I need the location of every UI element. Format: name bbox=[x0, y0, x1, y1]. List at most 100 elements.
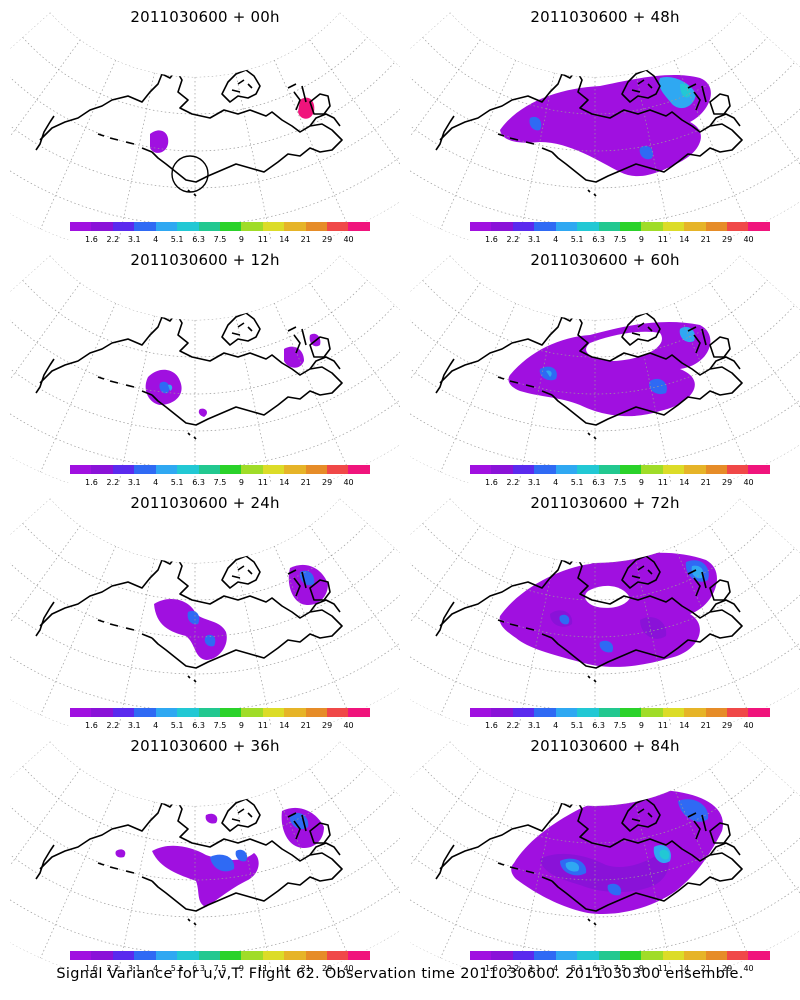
colorbar bbox=[70, 708, 370, 717]
figure-caption: Signal Variance for u,v,T. Flight 62. Ob… bbox=[56, 966, 744, 982]
colorbar-swatch bbox=[91, 951, 113, 960]
coastlines bbox=[35, 69, 343, 197]
colorbar-tick-label: 21 bbox=[700, 721, 711, 730]
colorbar-tick-label: 2.2 bbox=[106, 964, 120, 973]
colorbar-labels: 1.6 2.2 3.1 4 5.1 6.3 7.5 9 11 14 21 29 40 bbox=[466, 964, 776, 974]
colorbar-swatch bbox=[641, 951, 663, 960]
colorbar-swatch bbox=[91, 708, 113, 717]
colorbar-swatch bbox=[348, 465, 370, 474]
colorbar-tick-label: 2.2 bbox=[506, 964, 520, 973]
colorbar-tick-label: 14 bbox=[279, 964, 290, 973]
colorbar-swatch bbox=[262, 465, 285, 474]
colorbar-tick-label: 29 bbox=[322, 235, 333, 244]
colorbar-tick-label: 40 bbox=[343, 235, 354, 244]
colorbar-tick-label: 29 bbox=[722, 235, 733, 244]
colorbar-swatch bbox=[262, 222, 285, 231]
colorbar-tick-label: 5.1 bbox=[170, 478, 184, 487]
colorbar-tick-label: 21 bbox=[700, 964, 711, 973]
colorbar-tick-label: 6.3 bbox=[592, 721, 605, 730]
colorbar-tick-label: 1.6 bbox=[85, 964, 98, 973]
colorbar bbox=[470, 222, 770, 231]
colorbar-tick-label: 6.3 bbox=[592, 235, 605, 244]
colorbar-swatch bbox=[748, 951, 770, 960]
colorbar-swatch bbox=[134, 951, 156, 960]
map-48h bbox=[410, 12, 800, 240]
colorbar-tick-label: 5.1 bbox=[570, 721, 584, 730]
colorbar-swatch bbox=[748, 222, 770, 231]
colorbar-swatch bbox=[241, 708, 263, 717]
colorbar-tick-label: 11 bbox=[657, 721, 668, 730]
colorbar-swatch bbox=[727, 708, 749, 717]
colorbar-tick-label: 7.5 bbox=[213, 964, 227, 973]
colorbar-swatch bbox=[198, 222, 220, 231]
colorbar-swatch bbox=[177, 222, 199, 231]
colorbar-swatch bbox=[534, 222, 556, 231]
colorbar-tick-label: 21 bbox=[300, 721, 311, 730]
panel-72h: 2011030600 + 72h 1.6 2.2 3.1 4 5.1 6.3 7.5 9 11 1… bbox=[410, 486, 800, 730]
colorbar-tick-label: 1.6 bbox=[485, 964, 498, 973]
colorbar-labels: 1.6 2.2 3.1 4 5.1 6.3 7.5 9 11 14 21 29 40 bbox=[66, 478, 376, 488]
colorbar-tick-label: 40 bbox=[743, 235, 754, 244]
colorbar-tick-label: 7.5 bbox=[613, 235, 627, 244]
colorbar-swatch bbox=[662, 465, 685, 474]
colorbar-tick-label: 40 bbox=[343, 478, 354, 487]
colorbar-tick-label: 21 bbox=[700, 235, 711, 244]
colorbar-tick-label: 6.3 bbox=[192, 478, 205, 487]
colorbar-swatch bbox=[705, 222, 728, 231]
colorbar-labels: 1.6 2.2 3.1 4 5.1 6.3 7.5 9 11 14 21 29 40 bbox=[466, 721, 776, 731]
colorbar-tick-label: 4 bbox=[153, 721, 159, 730]
colorbar-swatch bbox=[705, 951, 728, 960]
colorbar-swatch bbox=[177, 708, 199, 717]
colorbar-tick-label: 21 bbox=[300, 235, 311, 244]
colorbar-swatch bbox=[577, 222, 599, 231]
colorbar-tick-label: 4 bbox=[153, 235, 159, 244]
colorbar-swatch bbox=[727, 222, 749, 231]
colorbar bbox=[470, 465, 770, 474]
colorbar-tick-label: 4 bbox=[153, 478, 159, 487]
colorbar-swatch bbox=[219, 465, 242, 474]
colorbar-swatch bbox=[684, 222, 706, 231]
colorbar-tick-label: 29 bbox=[722, 964, 733, 973]
colorbar-swatch bbox=[534, 951, 556, 960]
colorbar-swatch bbox=[284, 465, 306, 474]
colorbar-tick-label: 14 bbox=[279, 235, 290, 244]
colorbar-tick-label: 7.5 bbox=[613, 964, 627, 973]
panel-84h: 2011030600 + 84h 1.6 2.2 3.1 4 5.1 6.3 7.5 9 11 1… bbox=[410, 729, 800, 973]
variance-field bbox=[500, 75, 711, 177]
panel-title: 2011030600 + 00h bbox=[130, 8, 280, 26]
map-84h bbox=[410, 741, 800, 969]
map-graticule bbox=[410, 255, 800, 483]
colorbar-swatch bbox=[177, 465, 199, 474]
colorbar-tick-label: 11 bbox=[257, 235, 268, 244]
colorbar-swatch bbox=[241, 222, 263, 231]
colorbar-tick-label: 1.6 bbox=[485, 478, 498, 487]
colorbar-tick-label: 5.1 bbox=[570, 478, 584, 487]
map-24h bbox=[10, 498, 400, 726]
colorbar-tick-label: 21 bbox=[300, 964, 311, 973]
colorbar-swatch bbox=[491, 951, 513, 960]
colorbar-swatch bbox=[241, 465, 263, 474]
colorbar-swatch bbox=[305, 708, 328, 717]
colorbar-swatch bbox=[555, 951, 578, 960]
highlight-circle bbox=[171, 155, 209, 193]
colorbar-swatch bbox=[327, 708, 349, 717]
colorbar-swatch bbox=[91, 465, 113, 474]
colorbar-swatch bbox=[598, 222, 620, 231]
colorbar-tick-label: 2.2 bbox=[106, 721, 120, 730]
colorbar-tick-label: 40 bbox=[743, 964, 754, 973]
colorbar-tick-label: 3.1 bbox=[527, 721, 541, 730]
colorbar-tick-label: 7.5 bbox=[613, 721, 627, 730]
colorbar-swatch bbox=[284, 708, 306, 717]
map-graticule bbox=[10, 741, 400, 969]
colorbar-tick-label: 4 bbox=[553, 964, 559, 973]
colorbar-swatch bbox=[534, 708, 556, 717]
colorbar-swatch bbox=[134, 465, 156, 474]
colorbar-tick-label: 29 bbox=[722, 478, 733, 487]
colorbar-swatch bbox=[641, 222, 663, 231]
colorbar-swatch bbox=[262, 708, 285, 717]
map-60h bbox=[410, 255, 800, 483]
coastlines bbox=[435, 312, 743, 440]
colorbar-swatch bbox=[198, 708, 220, 717]
colorbar-tick-label: 40 bbox=[743, 478, 754, 487]
panel-60h: 2011030600 + 60h 1.6 2.2 3.1 4 5.1 6.3 7.5 9 11 1… bbox=[410, 243, 800, 487]
